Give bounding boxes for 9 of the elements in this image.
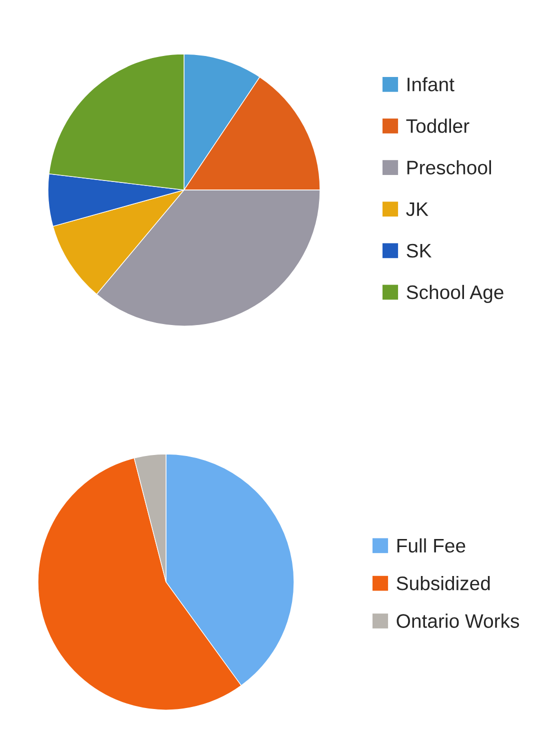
legend-label: Preschool	[407, 160, 491, 174]
legend-label: Ontario Works	[396, 614, 520, 628]
legend-label: JK	[406, 202, 428, 216]
legend-label: Infant	[408, 77, 454, 92]
legend-label: Toddler	[406, 118, 470, 133]
legend-label: School Age	[406, 284, 504, 304]
legend-label: SK	[406, 244, 432, 258]
legend-label: Full Fee	[397, 538, 466, 553]
legend-label: Subsidized	[396, 576, 490, 590]
